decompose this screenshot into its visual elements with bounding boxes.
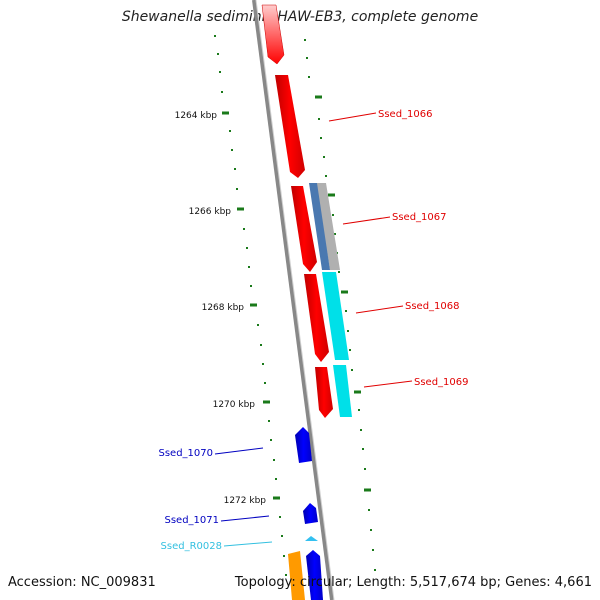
kbp-label-1268: 1268 kbp bbox=[202, 303, 245, 313]
leader-line-ssed-1069 bbox=[363, 380, 413, 388]
gene-label-ssed-1069[interactable]: Ssed_1069 bbox=[414, 377, 469, 388]
feature-gray[interactable] bbox=[316, 183, 340, 270]
leader-line-ssed-1066 bbox=[328, 112, 377, 122]
kbp-label-1272: 1272 kbp bbox=[224, 496, 267, 506]
rna-arrow-ssed-r0028[interactable] bbox=[305, 536, 318, 541]
right-tick-track bbox=[304, 39, 376, 571]
feature-blue-bottom[interactable] bbox=[306, 550, 323, 600]
feature-cyan-1069[interactable] bbox=[333, 365, 352, 417]
kbp-label-1264: 1264 kbp bbox=[175, 111, 218, 121]
gene-arrow-ssed-1067[interactable] bbox=[291, 186, 317, 272]
leader-line-ssed-1071 bbox=[220, 515, 270, 522]
left-tick-track bbox=[214, 35, 287, 576]
backbone-line bbox=[252, 0, 334, 600]
map-title: Shewanella sediminis HAW-EB3, complete g… bbox=[121, 9, 479, 25]
gene-arrow-ssed-1069[interactable] bbox=[315, 367, 333, 418]
gene-label-ssed-1066[interactable]: Ssed_1066 bbox=[378, 109, 433, 120]
gene-label-ssed-1067[interactable]: Ssed_1067 bbox=[392, 212, 447, 223]
gene-arrow-ssed-1071[interactable] bbox=[303, 503, 318, 524]
gene-label-ssed-r0028[interactable]: Ssed_R0028 bbox=[161, 541, 222, 552]
leader-line-ssed-1067 bbox=[342, 216, 391, 225]
gene-arrow-ssed-1066[interactable] bbox=[275, 75, 305, 178]
kbp-label-1266: 1266 kbp bbox=[189, 207, 232, 217]
feature-orange[interactable] bbox=[288, 551, 305, 600]
gene-arrow-top-red[interactable] bbox=[261, 4, 285, 65]
backbone-highlight bbox=[255, 0, 335, 600]
accession-text: Accession: NC_009831 bbox=[8, 575, 156, 590]
feature-steel-blue[interactable] bbox=[309, 183, 330, 270]
gene-label-ssed-1071[interactable]: Ssed_1071 bbox=[164, 515, 219, 526]
genome-summary-text: Topology: circular; Length: 5,517,674 bp… bbox=[234, 575, 592, 590]
gene-arrow-ssed-1070[interactable] bbox=[295, 427, 312, 463]
feature-cyan-1068[interactable] bbox=[322, 272, 349, 360]
gene-arrow-ssed-1068[interactable] bbox=[304, 274, 329, 362]
gene-label-ssed-1070[interactable]: Ssed_1070 bbox=[158, 448, 213, 459]
leader-line-ssed-1070 bbox=[214, 447, 264, 455]
leader-line-ssed-r0028 bbox=[223, 541, 273, 547]
gene-label-ssed-1068[interactable]: Ssed_1068 bbox=[405, 301, 460, 312]
leader-line-ssed-1068 bbox=[355, 305, 404, 314]
kbp-label-1270: 1270 kbp bbox=[213, 400, 256, 410]
